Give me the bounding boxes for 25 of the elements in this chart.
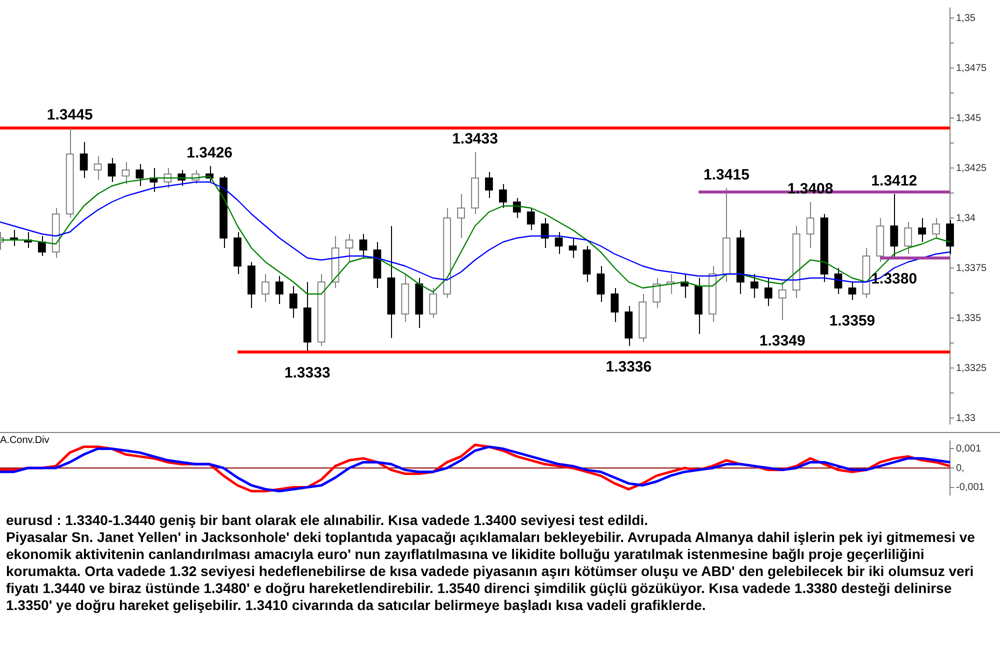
annotation: 1.3445: [46, 106, 93, 124]
text: eurusd : 1.3340-1.3440 geniş bir bant olarak ele alınabilir. Kısa vadede 1.3400 seviyesi test edildi.: [6, 512, 649, 529]
text: Piyasalar Sn. Janet Yellen' in Jacksonhole' deki toplantıda yapacağı açıklamaları bekleyebilir. Avrupada Almanya dahil işlerin pek iyi gitmemesi ve ekonomik aktivitenin canlandırılması amacıyla euro' nun zayıflatılmasına ve likidite bolluğu yaratılmak istenmesine bağlı proje geçerliliğini korumakta. Orta vadede 1.32 seviyesi hedeflenebilirse de kısa vadede piyasanın aşırı kötümser oluşu ve ABD' den gelebilecek bir iki olumsuz veri fiyatı 1.3440 ve biraz üstünde 1.3480' e doğru hareketlendirebilir. 1.3540 direnci şimdilik güçlü gözüküyor. Kısa vadede 1.3380 desteği delinirse 1.3350' ye doğru hareket gelişebilir. 1.3410 civarında da satıcılar belirmeye başladı kısa vadeli grafiklerde.: [6, 529, 976, 614]
annotation: 1.3336: [606, 358, 652, 376]
annotation: 1.3412: [871, 172, 918, 190]
y-tick-label: 1,35: [956, 12, 976, 24]
y-tick-label: 1,335: [956, 312, 982, 324]
y-tick-label: 1,3425: [956, 162, 988, 174]
y-tick-label: 1,3325: [956, 362, 988, 374]
y-tick-label: 1,3475: [956, 62, 988, 74]
y-tick-label: 1,345: [956, 112, 982, 124]
chart-title: A.Conv.Div: [0, 435, 50, 446]
y-tick-label: 1,34: [956, 212, 976, 224]
annotation: 1.3333: [284, 364, 330, 382]
y-tick-label: 1,3375: [956, 262, 988, 274]
annotation: 1.3349: [759, 332, 806, 350]
annotation: 1.3380: [871, 270, 918, 288]
y-tick-label: -0,001: [956, 482, 985, 494]
y-tick-label: 0,001: [956, 443, 982, 454]
y-tick-label: 0,: [956, 462, 964, 474]
y-tick-label: 1,33: [956, 412, 976, 424]
annotation: 1.3426: [186, 144, 233, 162]
annotation: 1.3433: [452, 130, 498, 148]
annotation: 1.3415: [704, 166, 750, 184]
annotation: 1.3359: [829, 312, 876, 330]
